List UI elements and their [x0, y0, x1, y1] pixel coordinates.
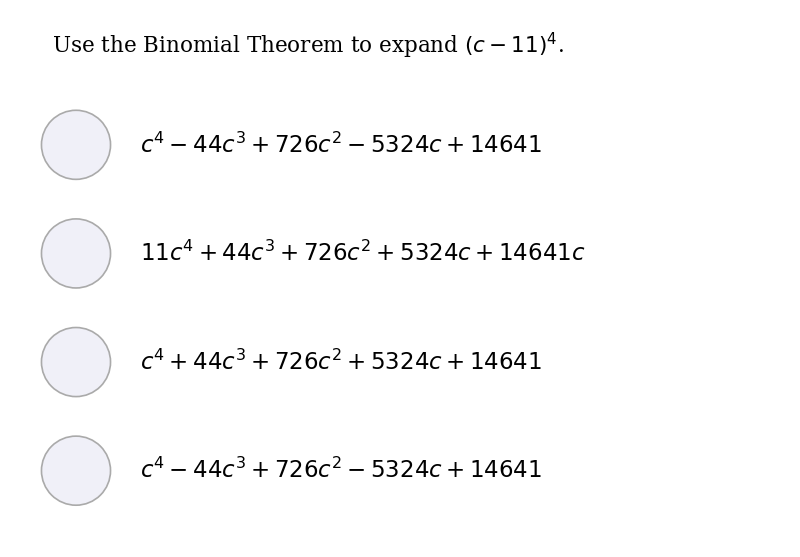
- Text: $c^4 + 44c^3 + 726c^2 + 5324c + 14641$: $c^4 + 44c^3 + 726c^2 + 5324c + 14641$: [140, 349, 542, 375]
- Text: $c^4 - 44c^3 + 726c^2 - 5324c + 14641$: $c^4 - 44c^3 + 726c^2 - 5324c + 14641$: [140, 458, 542, 483]
- Text: $c^4 - 44c^3 + 726c^2 - 5324c + 14641$: $c^4 - 44c^3 + 726c^2 - 5324c + 14641$: [140, 132, 542, 158]
- Text: Use the Binomial Theorem to expand $(c - 11)^4$.: Use the Binomial Theorem to expand $(c -…: [52, 31, 564, 61]
- Text: $11c^4 + 44c^3 + 726c^2 + 5324c + 14641c$: $11c^4 + 44c^3 + 726c^2 + 5324c + 14641c…: [140, 241, 586, 266]
